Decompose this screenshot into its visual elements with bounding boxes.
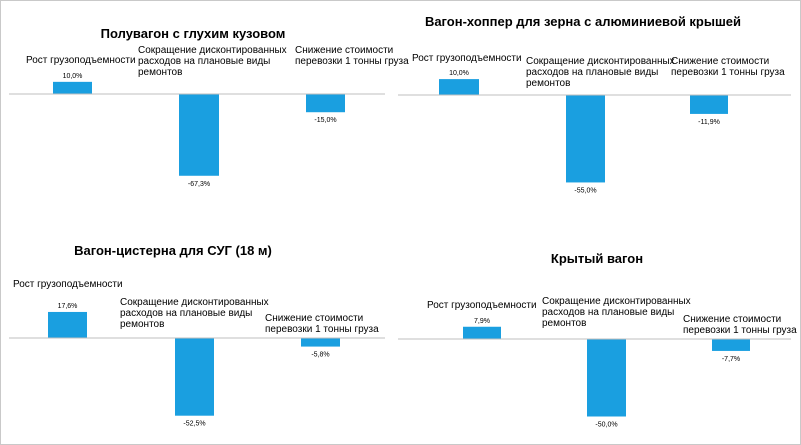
chart-2-title: Вагон-хоппер для зерна с алюминиевой кры… <box>425 14 741 29</box>
chart-1-value-label-3: -15,0% <box>314 117 336 124</box>
chart-3-bar-3 <box>301 338 340 347</box>
chart-4-value-label-2: -50,0% <box>595 422 617 429</box>
chart-2-value-label-3: -11,9% <box>698 119 720 126</box>
chart-4-category-label-1: Рост грузоподъемности <box>427 300 537 311</box>
chart-4-bar-2 <box>587 339 626 417</box>
chart-3-title: Вагон-цистерна для СУГ (18 м) <box>74 243 272 258</box>
chart-2-category-label-3: Снижение стоимости перевозки 1 тонны груз… <box>671 56 785 78</box>
chart-1-category-label-2: Сокращение дисконтированных расходов на п… <box>138 45 287 78</box>
chart-3-category-label-3: Снижение стоимости перевозки 1 тонны груз… <box>265 313 379 335</box>
chart-3-bar-1 <box>48 311 87 338</box>
chart-4-bar-3 <box>712 339 750 351</box>
chart-1-value-label-2: -67,3% <box>188 181 210 188</box>
chart-4-value-label-3: -7,7% <box>722 356 740 363</box>
chart-2-category-label-1: Рост грузоподъемности <box>412 53 522 64</box>
chart-1-bar-1 <box>53 81 92 94</box>
chart-4-category-label-2: Сокращение дисконтированных расходов на п… <box>542 296 691 329</box>
chart-1-bar-2 <box>179 94 219 176</box>
chart-3-value-label-3: -5,8% <box>311 352 329 359</box>
chart-4-title: Крытый вагон <box>551 251 643 266</box>
chart-2-category-label-2: Сокращение дисконтированных расходов на п… <box>526 56 675 89</box>
chart-1-bar-3 <box>306 94 345 113</box>
chart-3-value-label-1: 17,6% <box>58 303 78 310</box>
chart-3-category-label-2: Сокращение дисконтированных расходов на п… <box>120 297 269 330</box>
chart-4-value-label-1: 7,9% <box>474 318 490 325</box>
chart-3-value-label-2: -52,5% <box>183 421 205 428</box>
chart-3-bar-2 <box>175 338 214 416</box>
chart-2-value-label-2: -55,0% <box>574 187 596 194</box>
chart-1-category-label-1: Рост грузоподъемности <box>26 55 136 66</box>
chart-2-bar-1 <box>439 79 479 95</box>
chart-1-value-label-1: 10,0% <box>63 73 83 80</box>
chart-2-bar-2 <box>566 95 605 183</box>
chart-3-category-label-1: Рост грузоподъемности <box>13 279 123 290</box>
chart-2-bar-3 <box>690 95 728 114</box>
chart-1-title: Полувагон с глухим кузовом <box>101 26 286 41</box>
chart-2-value-label-1: 10,0% <box>449 70 469 77</box>
chart-4-category-label-3: Снижение стоимости перевозки 1 тонны груз… <box>683 314 797 336</box>
chart-4-bar-1 <box>463 326 501 339</box>
chart-1-category-label-3: Снижение стоимости перевозки 1 тонны груз… <box>295 45 409 67</box>
